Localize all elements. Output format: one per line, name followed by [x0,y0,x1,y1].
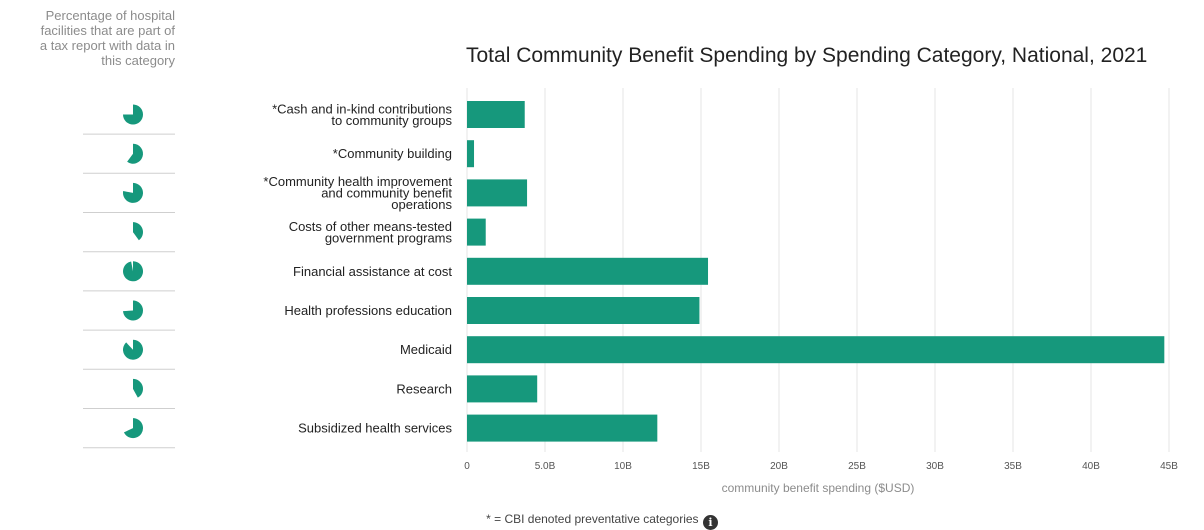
bar [467,101,525,128]
footnote: * = CBI denoted preventative categories … [0,512,1204,530]
pie-glyph [123,418,143,439]
category-label: Costs of other means-tested government pr… [289,219,453,246]
pie-legend-title-line: this category [101,53,175,68]
x-tick-label: 0 [464,461,470,472]
pie-legend-title-line: facilities that are part of [40,23,175,38]
x-tick-label: 25B [848,461,866,472]
pie-glyph [122,339,143,360]
pie-glyph [123,104,143,125]
pie-glyph [123,182,144,203]
bar [467,179,528,207]
category-label-line: operations [391,197,452,212]
category-label-line: Research [396,381,452,396]
x-tick-label: 40B [1082,461,1100,472]
x-tick-label: 10B [614,461,632,472]
category-label-line: government programs [325,230,453,245]
bar [467,297,700,324]
bar [467,218,486,246]
category-label: *Community health improvement and communi… [263,174,452,212]
category-label-line: Financial assistance at cost [293,264,452,279]
category-label-line: and community benefit [321,185,452,200]
category-label-line: Health professions education [284,303,452,318]
pie-glyph [127,143,143,164]
category-label-line: *Community building [333,146,452,161]
category-label-line: *Community health improvement [263,174,452,189]
x-tick-label: 20B [770,461,788,472]
bar [467,414,658,442]
category-label: Financial assistance at cost [293,264,452,279]
category-label-line: Costs of other means-tested [289,219,452,234]
category-label: Research [396,381,452,396]
x-axis-label: community benefit spending ($USD) [722,481,915,495]
pie-legend-title: Percentage of hospital facilities that a… [0,8,175,68]
category-label-line: *Cash and in-kind contributions [272,101,452,116]
x-tick-label: 15B [692,461,710,472]
pie-glyph [123,300,144,321]
x-tick-label: 30B [926,461,944,472]
x-tick-label: 45B [1160,461,1178,472]
pie-glyph [133,378,143,398]
bar [467,257,709,285]
category-label-line: Subsidized health services [298,421,452,436]
pie-glyph [123,261,144,282]
pie-legend-title-line: Percentage of hospital [45,8,175,23]
category-label: Health professions education [284,303,452,318]
category-label: Subsidized health services [298,421,452,436]
category-label: Medicaid [400,342,452,357]
chart-title: Total Community Benefit Spending by Spen… [466,44,1148,67]
info-icon[interactable]: i [702,515,718,530]
category-label-line: to community groups [331,113,452,128]
pie-legend-title-line: a tax report with data in [39,38,175,53]
category-label-line: Medicaid [400,342,452,357]
category-label: *Cash and in-kind contributions to commun… [272,101,452,128]
category-label: *Community building [333,146,452,161]
bar [467,140,475,168]
pie-glyph [133,222,144,241]
bar [467,375,538,403]
x-tick-label: 5.0B [535,461,556,472]
bar [467,336,1165,364]
footnote-text: * = CBI denoted preventative categories [486,512,699,526]
x-tick-label: 35B [1004,461,1022,472]
